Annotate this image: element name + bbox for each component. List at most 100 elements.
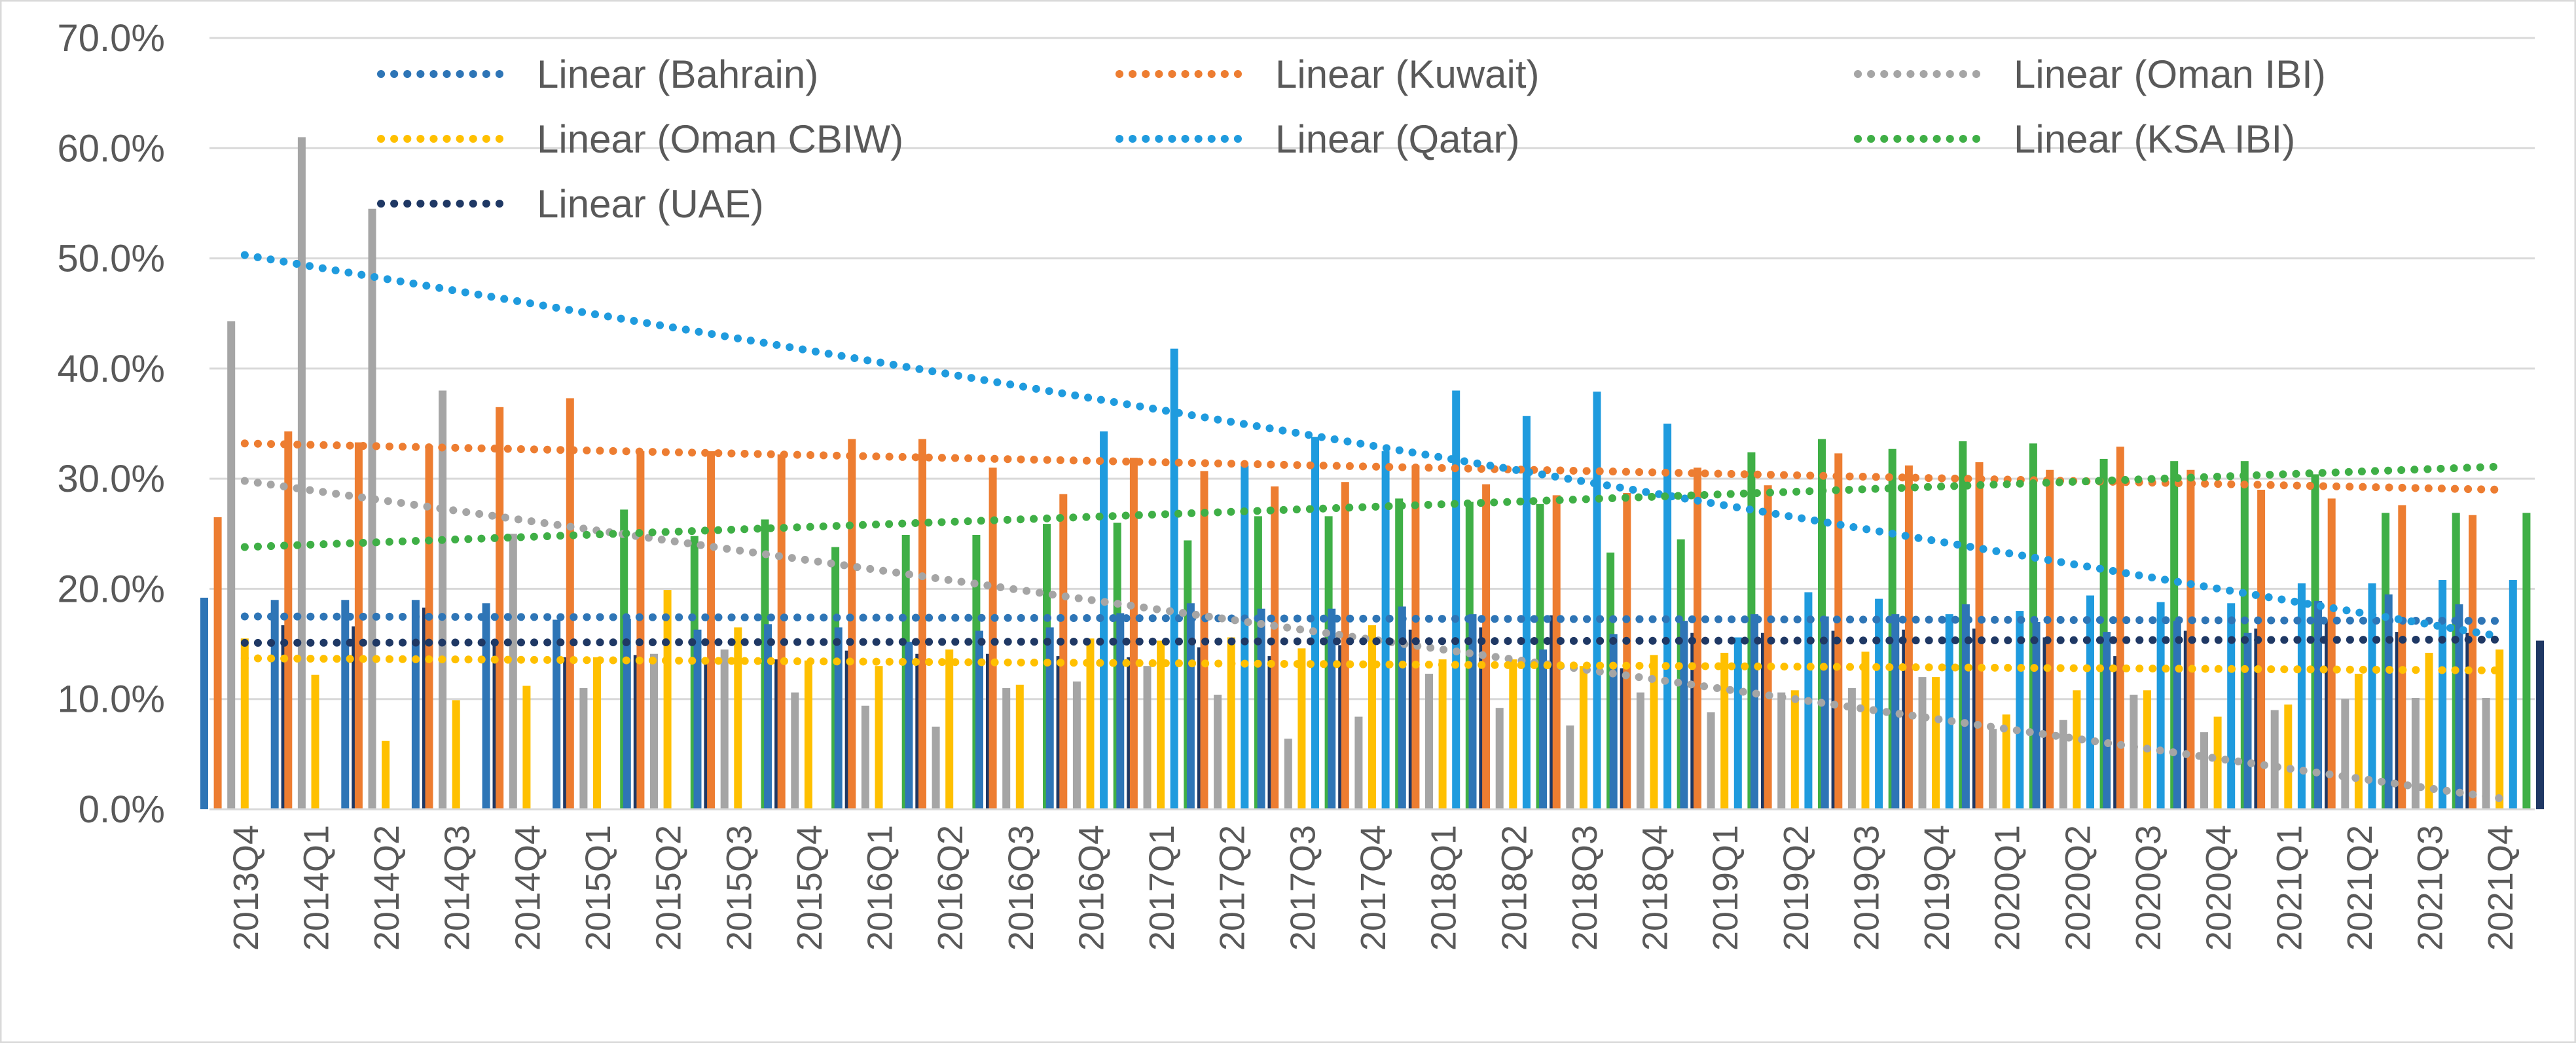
bar-bahrain: [1961, 604, 1970, 809]
bar-oman-ibi: [1777, 692, 1786, 809]
bar-kuwait: [1834, 453, 1843, 809]
bar-qatar: [1733, 637, 1742, 809]
bar-oman-ibi: [297, 137, 306, 809]
bar-bahrain: [1045, 627, 1054, 809]
bar-kuwait: [2469, 515, 2476, 809]
legend-label: Linear (Bahrain): [537, 52, 818, 96]
bar-oman-ibi: [1847, 687, 1856, 809]
bar-oman-cbiw: [1297, 648, 1306, 809]
x-tick-label: 2021Q2: [2340, 825, 2380, 951]
bar-kuwait: [425, 445, 433, 809]
legend-label: Linear (Qatar): [1275, 117, 1519, 161]
bar-kuwait: [213, 517, 222, 809]
bar-oman-cbiw: [734, 627, 742, 809]
x-tick-label: 2017Q1: [1142, 825, 1182, 951]
bar-qatar: [2509, 580, 2517, 809]
bar-bahrain: [2384, 594, 2393, 809]
bar-oman-cbiw: [1438, 659, 1447, 809]
bar-bahrain: [553, 619, 561, 809]
bar-bahrain: [2455, 604, 2463, 809]
legend-label: Linear (Oman CBIW): [537, 117, 903, 161]
legend-label: Linear (Kuwait): [1275, 52, 1540, 96]
x-tick-label: 2021Q1: [2270, 825, 2309, 951]
bar-oman-ibi: [1284, 739, 1292, 809]
bar-kuwait: [566, 398, 574, 809]
bar-qatar: [2086, 595, 2094, 809]
bar-kuwait: [2398, 505, 2406, 809]
bar-bahrain: [411, 600, 420, 809]
bar-oman-ibi: [1002, 687, 1011, 809]
legend-label: Linear (Oman IBI): [2014, 52, 2326, 96]
bar-oman-ibi: [227, 321, 236, 809]
bar-bahrain: [2032, 621, 2041, 809]
x-tick-label: 2019Q2: [1777, 825, 1816, 951]
x-tick-label: 2018Q2: [1495, 825, 1534, 951]
y-tick-label: 30.0%: [58, 458, 165, 500]
x-tick-label: 2013Q4: [227, 825, 266, 951]
bar-kuwait: [284, 431, 293, 809]
x-tick-label: 2014Q4: [508, 825, 547, 951]
x-tick-label: 2020Q1: [1988, 825, 2027, 951]
x-tick-label: 2020Q2: [2058, 825, 2097, 951]
bar-oman-cbiw: [1650, 655, 1658, 809]
bar-oman-cbiw: [2354, 674, 2363, 809]
trendline-oman-ibi: [240, 477, 2504, 803]
bar-oman-cbiw: [2284, 704, 2293, 809]
bar-qatar: [1170, 348, 1178, 809]
bar-kuwait: [496, 407, 504, 809]
bar-oman-cbiw: [663, 590, 672, 809]
bar-kuwait: [1764, 485, 1772, 809]
bar-oman-cbiw: [1579, 666, 1587, 809]
x-tick-label: 2019Q1: [1706, 825, 1745, 951]
bar-bahrain: [270, 600, 279, 809]
x-tick-label: 2015Q4: [790, 825, 829, 951]
bar-bahrain: [2103, 632, 2111, 809]
bar-oman-ibi: [1989, 729, 1997, 809]
bar-oman-ibi: [1707, 712, 1715, 809]
bar-oman-ibi: [2482, 698, 2490, 809]
bar-oman-ibi: [2341, 699, 2349, 809]
bar-oman-ibi: [2200, 732, 2208, 809]
bar-bahrain: [1821, 616, 1829, 809]
bar-oman-cbiw: [1861, 651, 1870, 809]
bar-kuwait: [1059, 494, 1068, 809]
bar-qatar: [1452, 390, 1460, 809]
bar-kuwait: [918, 439, 926, 809]
bar-oman-ibi: [1143, 666, 1152, 809]
bar-kuwait: [1904, 465, 1913, 809]
bar-oman-cbiw: [1790, 690, 1799, 809]
bar-bahrain: [1398, 606, 1406, 809]
bar-oman-cbiw: [1720, 653, 1729, 809]
bar-oman-cbiw: [1368, 625, 1376, 809]
bar-oman-ibi: [439, 390, 447, 809]
bar-uae: [2536, 640, 2544, 809]
bar-oman-cbiw: [945, 650, 954, 809]
bar-kuwait: [777, 454, 786, 809]
bar-bahrain: [1539, 650, 1548, 809]
bar-kuwait: [354, 442, 363, 809]
trendline-oman-cbiw: [240, 654, 2504, 674]
bar-qatar: [1241, 465, 1249, 809]
bar-oman-cbiw: [2073, 690, 2081, 809]
bar-oman-cbiw: [1157, 640, 1165, 809]
bar-oman-cbiw: [1932, 677, 1940, 809]
bar-oman-cbiw: [875, 666, 883, 809]
x-tick-label: 2019Q3: [1847, 825, 1886, 951]
bar-ksa-ibi: [2522, 513, 2531, 809]
bar-bahrain: [200, 597, 208, 809]
bar-oman-ibi: [1566, 725, 1574, 809]
bar-oman-ibi: [2130, 695, 2138, 809]
x-tick-label: 2015Q3: [719, 825, 759, 951]
bar-bahrain: [2314, 600, 2323, 809]
bar-kuwait: [848, 439, 856, 809]
bar-qatar: [1593, 392, 1601, 809]
x-tick-label: 2018Q1: [1424, 825, 1464, 951]
bar-oman-cbiw: [1227, 637, 1235, 809]
bar-kuwait: [2257, 490, 2266, 809]
bar-qatar: [2227, 603, 2236, 809]
bar-bahrain: [834, 627, 843, 809]
trendline-qatar: [240, 251, 2504, 640]
x-tick-label: 2016Q1: [861, 825, 900, 951]
bar-oman-ibi: [2059, 720, 2067, 809]
bar-oman-cbiw: [311, 674, 319, 809]
